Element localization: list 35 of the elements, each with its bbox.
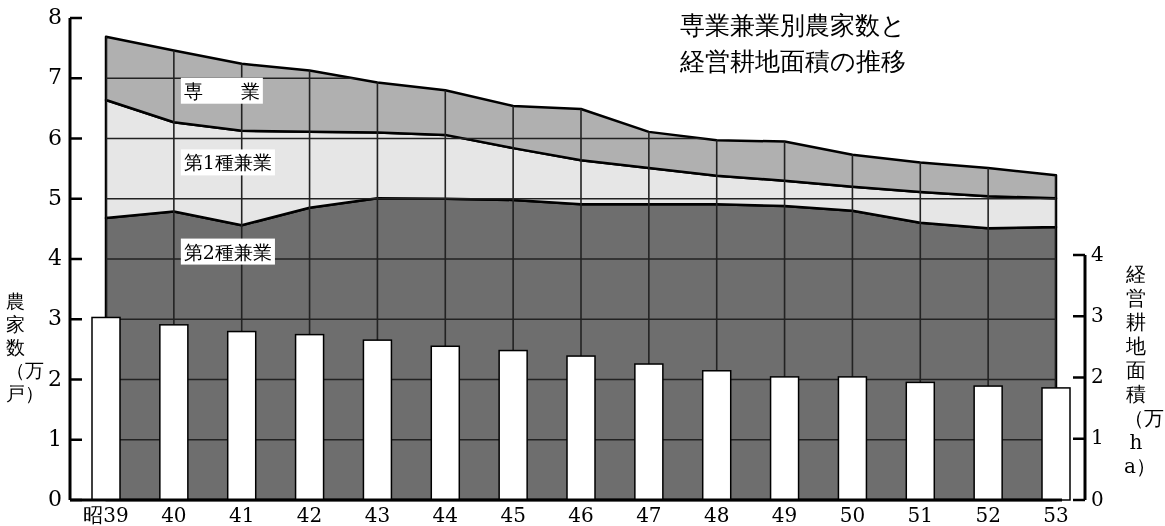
y-tick-label: 5 xyxy=(48,184,62,210)
text: 経営耕地面積（万ha） xyxy=(1124,262,1164,478)
text: 専業兼業別農家数と経営耕地面積の推移 xyxy=(679,10,906,78)
y-tick-label: 6 xyxy=(48,124,62,150)
x-tick-label: 41 xyxy=(228,503,255,526)
x-tick-label: 40 xyxy=(161,503,187,526)
y-tick-label: 3 xyxy=(48,305,62,331)
x-tick-label: 52 xyxy=(975,503,1001,526)
x-tick-label: 46 xyxy=(568,503,594,526)
y-tick-label: 7 xyxy=(48,64,62,90)
x-tick-label: 51 xyxy=(907,503,934,526)
y2-tick-label: 4 xyxy=(1091,241,1104,266)
series-label: 第1種兼業 xyxy=(183,151,272,174)
x-tick-label: 49 xyxy=(771,503,798,526)
y-tick-label: 8 xyxy=(48,4,62,29)
x-tick-label: 昭39 xyxy=(83,503,129,526)
x-tick-label: 47 xyxy=(636,503,662,526)
x-tick-label: 43 xyxy=(364,503,391,526)
y-tick-label: 0 xyxy=(48,486,62,511)
y-axis-title: 農家数（万戸） xyxy=(6,290,44,405)
x-tick-label: 45 xyxy=(500,503,526,526)
x-tick-label: 44 xyxy=(432,503,459,526)
y-tick-label: 4 xyxy=(48,245,62,270)
x-tick-label: 48 xyxy=(703,503,730,526)
x-tick-label: 50 xyxy=(839,503,866,526)
y2-tick-label: 1 xyxy=(1091,425,1104,450)
y2-tick-label: 3 xyxy=(1091,302,1104,327)
y2-tick-label: 2 xyxy=(1091,364,1104,388)
y-tick-label: 1 xyxy=(48,425,62,451)
x-tick-label: 42 xyxy=(296,503,323,526)
series-label: 第2種兼業 xyxy=(183,240,272,263)
x-tick-label: 53 xyxy=(1043,503,1069,526)
y-tick-label: 2 xyxy=(48,365,62,391)
y2-tick-label: 0 xyxy=(1091,486,1104,511)
series-label: 専 業 xyxy=(183,79,260,102)
